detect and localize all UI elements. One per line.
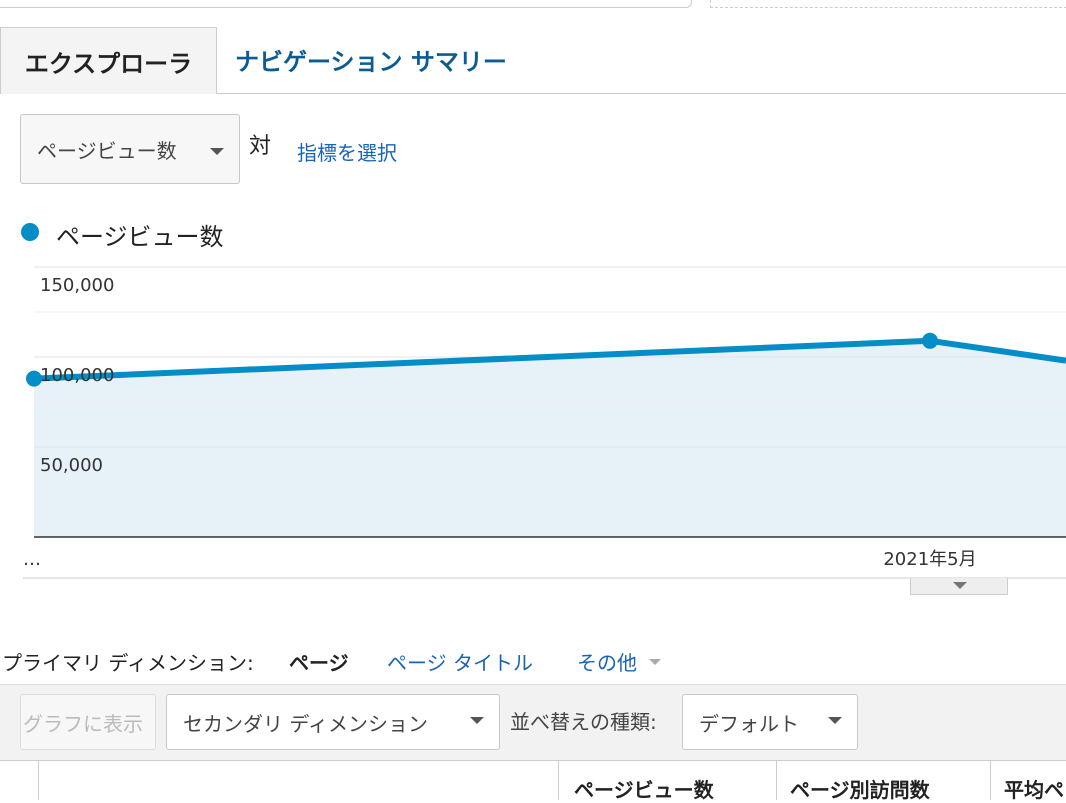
plot-button[interactable]: グラフに表示 xyxy=(20,694,156,750)
metric-dropdown[interactable]: ページビュー数 xyxy=(20,114,240,184)
caret xyxy=(210,148,224,155)
select-metric[interactable]: 指標を選択 xyxy=(297,141,397,165)
tab[interactable]: ナビゲーション サマリー xyxy=(235,48,507,76)
tab[interactable]: エクスプローラ xyxy=(0,27,217,94)
legend-label: ページビュー数 xyxy=(56,223,224,251)
col-sep xyxy=(38,760,39,800)
dimension-label: プライマリ ディメンション: xyxy=(2,651,254,675)
caret xyxy=(828,717,842,724)
dimension-option[interactable]: その他 xyxy=(577,651,637,675)
tab-line xyxy=(0,93,1066,94)
metric: ページビュー数 xyxy=(37,138,177,163)
secondary-dropdown[interactable]: セカンダリ ディメンション xyxy=(166,694,500,750)
column-header[interactable]: 平均ペ xyxy=(1004,778,1064,802)
sort-value: デフォルト xyxy=(699,711,799,736)
table-header xyxy=(0,760,1066,801)
y-tick-label: 50,000 xyxy=(40,455,103,476)
caret xyxy=(470,717,484,724)
top-box xyxy=(710,0,1066,8)
area xyxy=(34,340,1066,537)
x-tick-label: 2021年5月 xyxy=(883,549,976,570)
secondary: セカンダリ ディメンション xyxy=(183,711,428,736)
sort-dropdown[interactable]: デフォルト xyxy=(682,694,858,750)
col-sep xyxy=(990,760,991,800)
y-tick-label: 100,000 xyxy=(40,365,114,386)
caret xyxy=(649,659,661,665)
dimension-active[interactable]: ページ xyxy=(289,651,349,675)
point xyxy=(922,332,938,349)
sort-label: 並べ替えの種類: xyxy=(510,710,657,734)
col-sep xyxy=(558,760,559,800)
y-tick-label: 150,000 xyxy=(40,275,114,296)
dimension-option[interactable]: ページ タイトル xyxy=(387,651,533,675)
x-tick-label: … xyxy=(23,549,41,570)
versus: 対 xyxy=(249,134,272,159)
chart-toggle[interactable] xyxy=(910,578,1008,595)
top-box xyxy=(0,0,692,8)
legend-swatch xyxy=(21,223,39,241)
chart: 50,000 100,000 150,000 … 2021年5月 xyxy=(23,266,1066,579)
column-header[interactable]: ページ別訪問数 xyxy=(790,778,930,802)
caret xyxy=(953,582,967,589)
column-header[interactable]: ページビュー数 xyxy=(574,778,714,802)
col-sep xyxy=(776,760,777,800)
point xyxy=(26,370,42,387)
